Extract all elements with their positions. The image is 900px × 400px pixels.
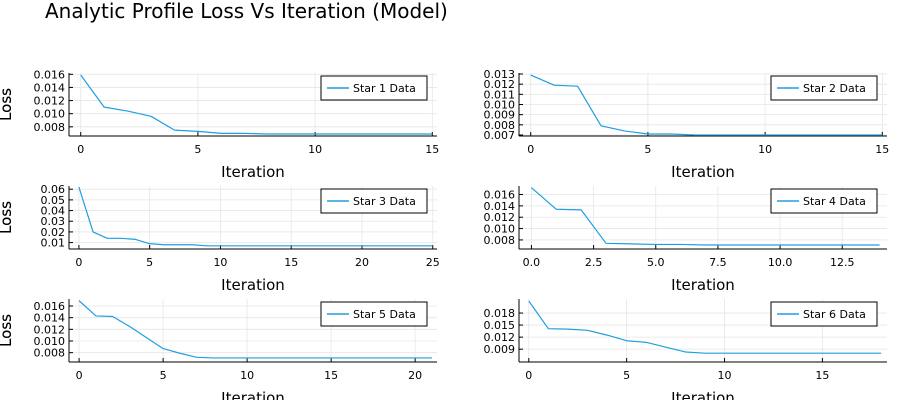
x-tick-label: 10.0 bbox=[768, 256, 793, 269]
y-axis-label: Loss bbox=[0, 314, 15, 347]
x-tick-label: 25 bbox=[426, 256, 440, 269]
x-tick-label: 10 bbox=[240, 369, 254, 382]
x-tick-label: 0.0 bbox=[523, 256, 541, 269]
x-tick-label: 2.5 bbox=[585, 256, 603, 269]
y-tick-label: 0.010 bbox=[484, 223, 516, 236]
x-tick-label: 5 bbox=[146, 256, 153, 269]
x-tick-label: 10 bbox=[213, 256, 227, 269]
y-tick-label: 0.012 bbox=[34, 323, 66, 336]
y-tick-label: 0.02 bbox=[41, 226, 66, 239]
x-axis-label: Iteration bbox=[221, 163, 285, 181]
y-tick-label: 0.015 bbox=[484, 319, 516, 332]
y-tick-label: 0.018 bbox=[484, 307, 516, 320]
legend-label: Star 6 Data bbox=[803, 308, 866, 321]
y-tick-label: 0.016 bbox=[34, 68, 66, 81]
legend-label: Star 3 Data bbox=[353, 195, 416, 208]
y-tick-label: 0.016 bbox=[34, 300, 66, 313]
y-axis-label: Loss bbox=[0, 88, 15, 121]
y-tick-label: 0.010 bbox=[34, 108, 66, 121]
x-tick-label: 5 bbox=[644, 143, 651, 156]
y-tick-label: 0.05 bbox=[41, 194, 66, 207]
y-tick-label: 0.009 bbox=[484, 109, 516, 122]
x-tick-label: 0 bbox=[525, 369, 532, 382]
y-tick-label: 0.008 bbox=[34, 347, 66, 360]
legend-label: Star 4 Data bbox=[803, 195, 866, 208]
y-tick-label: 0.012 bbox=[484, 331, 516, 344]
legend-label: Star 5 Data bbox=[353, 308, 416, 321]
y-axis-label: Loss bbox=[0, 88, 15, 121]
figure-title: Analytic Profile Loss Vs Iteration (Mode… bbox=[45, 0, 448, 23]
y-tick-label: 0.014 bbox=[484, 200, 516, 213]
y-tick-label: 0.01 bbox=[41, 237, 66, 250]
series-line bbox=[530, 74, 883, 136]
x-tick-label: 15 bbox=[875, 143, 889, 156]
x-tick-label: 10 bbox=[758, 143, 772, 156]
x-tick-label: 7.5 bbox=[709, 256, 727, 269]
y-tick-label: 0.010 bbox=[34, 335, 66, 348]
x-tick-label: 10 bbox=[308, 143, 322, 156]
x-tick-label: 12.5 bbox=[830, 256, 855, 269]
x-tick-label: 20 bbox=[408, 369, 422, 382]
x-tick-label: 5 bbox=[160, 369, 167, 382]
y-tick-label: 0.04 bbox=[41, 205, 66, 218]
series-line bbox=[531, 187, 880, 246]
y-tick-label: 0.012 bbox=[34, 95, 66, 108]
y-tick-label: 0.009 bbox=[484, 343, 516, 356]
y-tick-label: 0.007 bbox=[484, 129, 516, 142]
x-tick-label: 5 bbox=[623, 369, 630, 382]
y-tick-label: 0.010 bbox=[484, 99, 516, 112]
subplot-grid: 0 5 10 150.0080.0100.0120.0140.016Iteration… bbox=[0, 68, 889, 400]
x-tick-label: 0 bbox=[77, 143, 84, 156]
y-tick-label: 0.016 bbox=[484, 189, 516, 202]
y-tick-label: 0.012 bbox=[484, 211, 516, 224]
subplot-2: 0 5 10 150.0070.0080.0090.0100.0110.0120.01… bbox=[0, 68, 889, 181]
x-axis-label: Iteration bbox=[671, 163, 735, 181]
x-axis-label: Iteration bbox=[671, 276, 735, 294]
y-tick-label: 0.011 bbox=[484, 88, 516, 101]
x-tick-label: 0 bbox=[75, 256, 82, 269]
series-line bbox=[78, 186, 433, 247]
y-tick-label: 0.03 bbox=[41, 215, 66, 228]
x-tick-label: 0 bbox=[527, 143, 534, 156]
x-axis-label: Iteration bbox=[671, 389, 735, 400]
x-tick-label: 15 bbox=[324, 369, 338, 382]
y-tick-label: 0.06 bbox=[41, 183, 66, 196]
y-tick-label: 0.008 bbox=[484, 234, 516, 247]
legend-label: Star 1 Data bbox=[353, 82, 416, 95]
y-tick-label: 0.008 bbox=[34, 121, 66, 134]
y-tick-label: 0.014 bbox=[34, 81, 66, 94]
y-tick-label: 0.014 bbox=[34, 312, 66, 325]
subplot-4: 0.0 2.5 5.0 7.5 10.0 12.50.0080.0100.0120.014… bbox=[0, 186, 887, 294]
x-tick-label: 15 bbox=[815, 369, 829, 382]
legend-box bbox=[320, 301, 428, 327]
x-axis-label: Iteration bbox=[221, 276, 285, 294]
series-line bbox=[80, 74, 433, 135]
legend-label: Star 2 Data bbox=[803, 82, 866, 95]
x-tick-label: 10 bbox=[718, 369, 732, 382]
y-axis-label: Loss bbox=[0, 201, 15, 234]
subplot-3: 0 5 10 15 20 25 0.010.020.030.040.050.06 Iterat… bbox=[0, 183, 440, 294]
x-tick-label: 15 bbox=[284, 256, 298, 269]
x-axis-label: Iteration bbox=[221, 389, 285, 400]
series-line bbox=[528, 300, 882, 354]
series-line bbox=[78, 300, 432, 359]
x-tick-label: 15 bbox=[425, 143, 439, 156]
x-tick-label: 0 bbox=[76, 369, 83, 382]
x-tick-label: 5 bbox=[194, 143, 201, 156]
y-tick-label: 0.012 bbox=[484, 78, 516, 91]
y-tick-label: 0.008 bbox=[484, 119, 516, 132]
x-tick-label: 5.0 bbox=[647, 256, 665, 269]
y-tick-label: 0.013 bbox=[484, 68, 516, 81]
y-axis-label: Loss bbox=[0, 314, 15, 347]
x-tick-label: 20 bbox=[355, 256, 369, 269]
y-axis-label: Loss bbox=[0, 201, 15, 234]
